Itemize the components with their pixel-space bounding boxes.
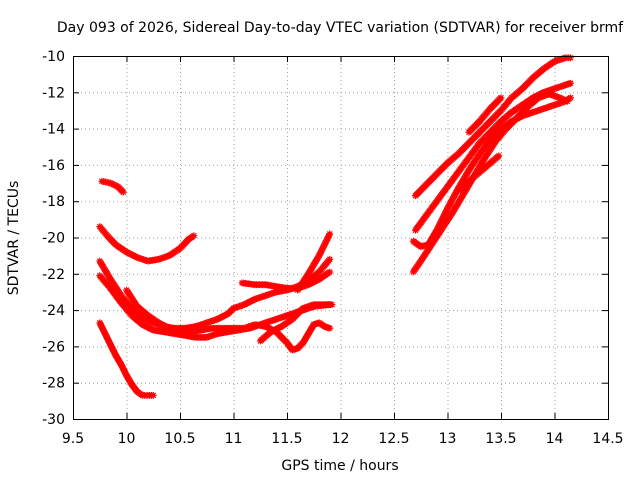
data-point xyxy=(326,230,334,238)
data-point xyxy=(119,188,127,196)
series-track-6 xyxy=(123,286,334,354)
grid-layer xyxy=(73,56,608,419)
y-tick-label: -10 xyxy=(42,49,65,65)
series-track-1 xyxy=(98,177,127,196)
y-tick-label: -12 xyxy=(42,85,65,101)
x-tick-label: 10 xyxy=(118,431,136,447)
data-point xyxy=(495,152,503,160)
x-tick-label: 14 xyxy=(546,431,564,447)
x-tick-label: 12.5 xyxy=(378,431,409,447)
y-tick-label: -18 xyxy=(42,194,65,210)
data-point xyxy=(328,301,336,309)
x-tick-label: 13.5 xyxy=(485,431,516,447)
x-tick-label: 10.5 xyxy=(164,431,195,447)
x-tick-label: 14.5 xyxy=(592,431,623,447)
y-tick-label: -20 xyxy=(42,231,65,247)
x-tick-label: 9.5 xyxy=(62,431,84,447)
data-point xyxy=(563,97,571,105)
data-point xyxy=(149,392,157,399)
y-tick-label: -24 xyxy=(42,303,65,319)
series-track-5 xyxy=(96,319,157,399)
y-tick-label: -30 xyxy=(42,412,65,428)
plot-frame xyxy=(73,56,609,420)
y-tick-label: -16 xyxy=(42,158,65,174)
x-tick-label: 12 xyxy=(332,431,350,447)
series-track-2 xyxy=(96,223,198,265)
series-track-11 xyxy=(412,79,574,234)
data-point xyxy=(567,94,574,102)
data-point xyxy=(567,54,574,62)
data-point xyxy=(497,94,505,102)
x-tick-label: 11 xyxy=(225,431,243,447)
series-track-8 xyxy=(256,301,336,345)
y-axis-label: SDTVAR / TECUs xyxy=(6,181,22,296)
series-track-10 xyxy=(412,54,574,200)
chart-title: Day 093 of 2026, Sidereal Day-to-day VTE… xyxy=(57,20,624,36)
y-tick-label: -22 xyxy=(42,267,65,283)
data-point xyxy=(326,324,334,332)
tick-label-layer: 9.5 10 10.5 11 11.5 12 12.5 13 13.5 14 14.5 -10 -12 -… xyxy=(42,49,623,447)
x-tick-label: 13 xyxy=(439,431,457,447)
data-layer xyxy=(96,54,574,399)
data-point xyxy=(326,268,334,276)
data-point xyxy=(326,255,334,263)
y-tick-label: -14 xyxy=(42,122,65,138)
y-tick-label: -26 xyxy=(42,339,65,355)
series-track-15 xyxy=(454,152,503,194)
data-point xyxy=(567,79,574,87)
x-axis-label: GPS time / hours xyxy=(281,458,398,474)
series-track-9 xyxy=(294,230,334,294)
data-point xyxy=(190,232,198,240)
y-tick-label: -28 xyxy=(42,376,65,392)
x-tick-label: 11.5 xyxy=(271,431,302,447)
series-track-14 xyxy=(465,94,505,136)
